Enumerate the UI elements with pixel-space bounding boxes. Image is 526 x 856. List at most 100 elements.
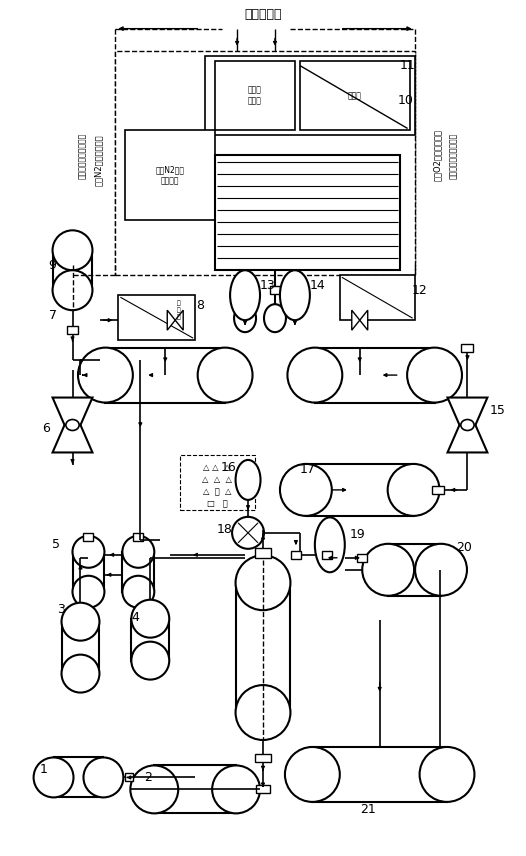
Text: 14: 14 — [310, 279, 326, 292]
Polygon shape — [167, 310, 175, 330]
Text: 低温O2温差发电回路: 低温O2温差发电回路 — [433, 129, 442, 181]
Bar — [84, 532, 94, 541]
Bar — [53, 250, 93, 290]
Bar — [180, 455, 255, 510]
Text: 1: 1 — [39, 763, 47, 776]
Bar — [388, 544, 441, 596]
Text: 16: 16 — [220, 461, 236, 474]
Ellipse shape — [123, 536, 154, 568]
Bar — [255, 754, 271, 763]
Bar — [431, 486, 443, 494]
Text: □   例: □ 例 — [207, 499, 228, 508]
Text: 5: 5 — [52, 538, 59, 551]
Text: 低温N2温差发电回路: 低温N2温差发电回路 — [94, 134, 103, 187]
Bar — [312, 747, 447, 802]
Bar — [291, 550, 301, 559]
Bar — [62, 621, 99, 674]
Bar — [132, 619, 169, 661]
Ellipse shape — [415, 544, 467, 596]
Bar — [461, 344, 473, 352]
Text: 6: 6 — [42, 421, 49, 435]
Text: 膨
胀
机: 膨 胀 机 — [176, 300, 180, 319]
Text: 4: 4 — [132, 611, 139, 624]
Text: 7: 7 — [48, 309, 57, 322]
Bar — [215, 61, 295, 130]
Ellipse shape — [362, 544, 414, 596]
Text: 蒸发器: 蒸发器 — [348, 91, 362, 100]
Text: 18: 18 — [217, 523, 233, 537]
Ellipse shape — [236, 460, 260, 500]
Bar — [357, 554, 367, 562]
Ellipse shape — [84, 758, 124, 798]
Bar — [322, 550, 332, 559]
Bar — [240, 286, 250, 294]
Bar — [125, 774, 134, 782]
Ellipse shape — [212, 765, 260, 813]
Bar — [154, 765, 236, 813]
Ellipse shape — [236, 556, 290, 610]
Text: 19: 19 — [350, 528, 366, 541]
Text: 熟传导和电流流动方向: 熟传导和电流流动方向 — [78, 133, 87, 179]
Bar — [236, 583, 290, 712]
Ellipse shape — [66, 419, 79, 431]
Bar — [125, 130, 215, 220]
Ellipse shape — [287, 348, 342, 402]
Text: 2: 2 — [144, 771, 152, 784]
Bar — [105, 348, 225, 402]
Bar — [123, 552, 154, 591]
Text: 15: 15 — [489, 403, 505, 417]
Text: 8: 8 — [196, 299, 204, 312]
Text: 11: 11 — [400, 59, 416, 72]
Ellipse shape — [315, 517, 345, 573]
Polygon shape — [448, 397, 488, 425]
Text: 熟传导和电流流动方向: 熟传导和电流流动方向 — [449, 133, 458, 179]
Ellipse shape — [73, 576, 105, 608]
Text: 10: 10 — [398, 94, 413, 107]
Bar — [315, 348, 434, 402]
Ellipse shape — [264, 304, 286, 332]
Bar — [215, 156, 400, 270]
Polygon shape — [175, 310, 183, 330]
Ellipse shape — [198, 348, 252, 402]
Polygon shape — [53, 425, 93, 453]
Bar — [66, 326, 78, 334]
Ellipse shape — [132, 642, 169, 680]
Text: 温差发
电组件: 温差发 电组件 — [248, 86, 262, 105]
Text: 17: 17 — [300, 463, 316, 477]
Bar — [115, 51, 414, 276]
Polygon shape — [352, 310, 360, 330]
Text: 12: 12 — [412, 283, 428, 297]
Text: 3: 3 — [57, 603, 65, 616]
Bar — [118, 295, 195, 340]
Bar — [270, 286, 280, 294]
Bar — [205, 56, 414, 135]
Text: 20: 20 — [457, 541, 472, 555]
Ellipse shape — [78, 348, 133, 402]
Text: 9: 9 — [48, 259, 56, 271]
Ellipse shape — [420, 747, 474, 802]
Ellipse shape — [234, 304, 256, 332]
Ellipse shape — [280, 270, 310, 320]
Bar — [306, 464, 413, 516]
Text: 低温N2温差
发电组件: 低温N2温差 发电组件 — [156, 166, 185, 185]
Ellipse shape — [130, 765, 178, 813]
Ellipse shape — [53, 270, 93, 310]
Bar — [134, 532, 143, 541]
Text: △  图  △: △ 图 △ — [203, 487, 231, 496]
Ellipse shape — [388, 464, 440, 516]
Text: 13: 13 — [260, 279, 276, 292]
Text: △ △  △: △ △ △ — [204, 463, 231, 473]
Ellipse shape — [62, 655, 99, 693]
Text: 21: 21 — [360, 803, 376, 816]
Bar — [73, 552, 105, 591]
Text: 米蒸馏回路: 米蒸馏回路 — [244, 9, 282, 21]
Bar — [255, 548, 271, 558]
Ellipse shape — [132, 600, 169, 638]
Ellipse shape — [34, 758, 74, 798]
Ellipse shape — [285, 747, 340, 802]
Ellipse shape — [62, 603, 99, 640]
Ellipse shape — [123, 576, 154, 608]
Text: △  △  △: △ △ △ — [202, 475, 232, 484]
Ellipse shape — [230, 270, 260, 320]
Ellipse shape — [280, 464, 332, 516]
